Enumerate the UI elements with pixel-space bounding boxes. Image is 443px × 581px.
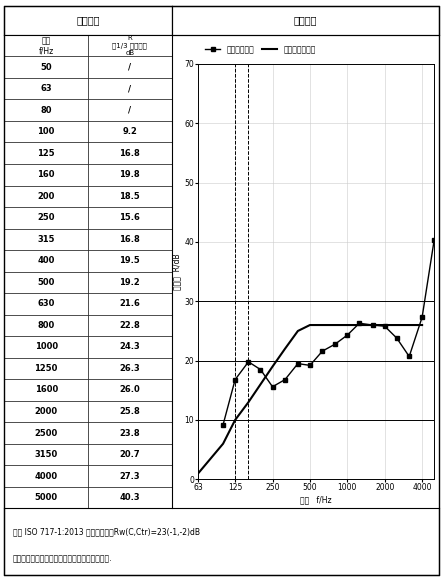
Bar: [88, 487, 171, 508]
Text: 16.8: 16.8: [120, 235, 140, 244]
Text: 160: 160: [38, 170, 55, 180]
Text: 检测图谱: 检测图谱: [293, 15, 317, 26]
Bar: [4, 207, 88, 228]
Text: 630: 630: [38, 299, 55, 309]
Text: 80: 80: [40, 106, 52, 114]
Bar: [88, 142, 171, 164]
Text: 24.3: 24.3: [120, 342, 140, 352]
Bar: [4, 465, 88, 487]
Text: 1600: 1600: [35, 386, 58, 394]
Text: 频率
f/Hz: 频率 f/Hz: [39, 36, 54, 55]
Bar: [88, 401, 171, 422]
Legend: 空气声隔声量, 空气声参考曲线: 空气声隔声量, 空气声参考曲线: [202, 42, 319, 57]
Bar: [4, 487, 88, 508]
Bar: [4, 272, 88, 293]
Bar: [4, 56, 88, 78]
Text: 400: 400: [38, 256, 55, 266]
Text: 19.8: 19.8: [120, 170, 140, 180]
Bar: [88, 336, 171, 358]
Bar: [4, 401, 88, 422]
Text: 4000: 4000: [35, 472, 58, 480]
Text: 63: 63: [40, 84, 52, 93]
Bar: [4, 293, 88, 315]
Text: 100: 100: [38, 127, 55, 136]
Bar: [88, 379, 171, 401]
Text: 1000: 1000: [35, 342, 58, 352]
Text: 19.2: 19.2: [120, 278, 140, 287]
Text: /: /: [128, 106, 131, 114]
Text: 15.6: 15.6: [119, 213, 140, 223]
Text: 2000: 2000: [35, 407, 58, 416]
Bar: [88, 99, 171, 121]
Text: 20.7: 20.7: [120, 450, 140, 459]
Bar: [4, 78, 88, 99]
Text: 1250: 1250: [35, 364, 58, 373]
Bar: [88, 207, 171, 228]
Bar: [88, 272, 171, 293]
Text: /: /: [128, 84, 131, 93]
Text: 26.0: 26.0: [120, 386, 140, 394]
Text: 250: 250: [38, 213, 55, 223]
Bar: [4, 422, 88, 444]
Text: 27.3: 27.3: [120, 472, 140, 480]
Bar: [4, 185, 88, 207]
Text: 5000: 5000: [35, 493, 58, 502]
Text: 9.2: 9.2: [122, 127, 137, 136]
Bar: [4, 228, 88, 250]
Bar: [4, 35, 88, 56]
Text: 26.3: 26.3: [120, 364, 140, 373]
Bar: [88, 35, 171, 56]
Text: 315: 315: [38, 235, 55, 244]
Bar: [88, 228, 171, 250]
Text: 18.5: 18.5: [120, 192, 140, 201]
Text: 16.8: 16.8: [120, 149, 140, 157]
Bar: [88, 293, 171, 315]
Text: 22.8: 22.8: [120, 321, 140, 330]
Text: 50: 50: [40, 63, 52, 71]
Text: 23.8: 23.8: [120, 429, 140, 437]
Bar: [4, 99, 88, 121]
Text: /: /: [128, 63, 131, 71]
Text: 25.8: 25.8: [120, 407, 140, 416]
Bar: [88, 422, 171, 444]
Text: 21.6: 21.6: [119, 299, 140, 309]
Bar: [88, 465, 171, 487]
X-axis label: 频率   f/Hz: 频率 f/Hz: [300, 495, 332, 504]
Y-axis label: 隔声量  R/dB: 隔声量 R/dB: [172, 253, 182, 290]
Bar: [88, 444, 171, 465]
Text: 检测数据: 检测数据: [76, 15, 100, 26]
Text: 按照 ISO 717-1:2013 的评价结果：Rw(C,Ctr)=23(-1,-2)dB: 按照 ISO 717-1:2013 的评价结果：Rw(C,Ctr)=23(-1,…: [13, 528, 200, 536]
Bar: [88, 78, 171, 99]
Bar: [4, 164, 88, 185]
Bar: [88, 358, 171, 379]
Bar: [4, 444, 88, 465]
Text: R
（1/3 倍频程）
dB: R （1/3 倍频程） dB: [113, 35, 147, 56]
Bar: [4, 142, 88, 164]
Text: 2500: 2500: [35, 429, 58, 437]
Text: 本报告的评价结果是根据实验室测量结果得到的.: 本报告的评价结果是根据实验室测量结果得到的.: [13, 554, 113, 563]
Text: 40.3: 40.3: [120, 493, 140, 502]
Bar: [4, 336, 88, 358]
Bar: [88, 185, 171, 207]
Bar: [4, 315, 88, 336]
Bar: [4, 250, 88, 272]
Text: 3150: 3150: [35, 450, 58, 459]
Text: 125: 125: [37, 149, 55, 157]
Bar: [4, 379, 88, 401]
Bar: [88, 315, 171, 336]
Text: 19.5: 19.5: [120, 256, 140, 266]
Bar: [88, 121, 171, 142]
Bar: [4, 358, 88, 379]
Bar: [88, 56, 171, 78]
Bar: [88, 250, 171, 272]
Bar: [88, 164, 171, 185]
Text: 500: 500: [38, 278, 55, 287]
Bar: [4, 121, 88, 142]
Text: 200: 200: [38, 192, 55, 201]
Text: 800: 800: [38, 321, 55, 330]
